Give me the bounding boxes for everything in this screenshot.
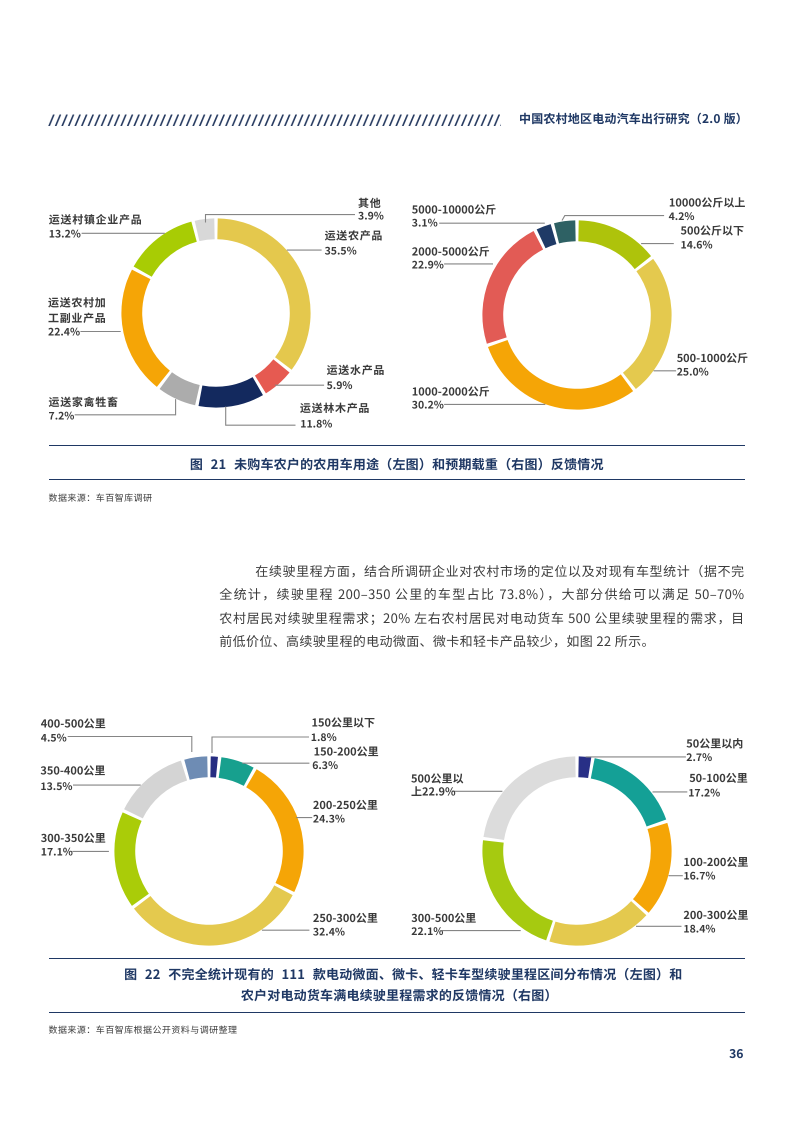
svg-text:13.2%: 13.2% bbox=[49, 227, 81, 242]
svg-text:7.2%: 7.2% bbox=[49, 409, 75, 424]
svg-text:运送水产品: 运送水产品 bbox=[327, 362, 386, 378]
svg-text:18.4%: 18.4% bbox=[683, 922, 715, 937]
svg-text:50公里以内: 50公里以内 bbox=[686, 736, 743, 752]
svg-text:3.9%: 3.9% bbox=[358, 208, 384, 223]
svg-text:150公里以下: 150公里以下 bbox=[312, 714, 375, 730]
svg-text:5000-10000公斤: 5000-10000公斤 bbox=[412, 202, 496, 218]
svg-text:14.6%: 14.6% bbox=[681, 237, 713, 252]
svg-text:运送村镇企业产品: 运送村镇企业产品 bbox=[49, 211, 143, 227]
svg-text:3.1%: 3.1% bbox=[412, 216, 438, 231]
svg-text:100-200公里: 100-200公里 bbox=[683, 854, 748, 870]
svg-text:22.1%: 22.1% bbox=[411, 924, 443, 939]
svg-text:运送农村加: 运送农村加 bbox=[48, 295, 107, 311]
svg-text:5.9%: 5.9% bbox=[327, 378, 353, 393]
svg-text:200-250公里: 200-250公里 bbox=[313, 797, 378, 813]
svg-text:2.7%: 2.7% bbox=[686, 750, 712, 765]
svg-text:10000公斤以上: 10000公斤以上 bbox=[669, 195, 745, 211]
svg-text:运送家禽牲畜: 运送家禽牲畜 bbox=[49, 394, 119, 410]
svg-text:22.4%: 22.4% bbox=[48, 325, 80, 340]
svg-text:350-400公里: 350-400公里 bbox=[40, 763, 105, 779]
svg-text:24.3%: 24.3% bbox=[313, 811, 345, 826]
svg-text:300-500公里: 300-500公里 bbox=[411, 910, 476, 926]
svg-text:13.5%: 13.5% bbox=[40, 779, 72, 794]
svg-text:50-100公里: 50-100公里 bbox=[689, 770, 748, 786]
svg-text:35.5%: 35.5% bbox=[325, 244, 357, 259]
svg-text:其他: 其他 bbox=[358, 195, 381, 211]
svg-text:22.9%: 22.9% bbox=[412, 258, 444, 273]
svg-text:32.4%: 32.4% bbox=[313, 925, 345, 940]
svg-text:25.0%: 25.0% bbox=[677, 365, 709, 380]
svg-text:500公里以: 500公里以 bbox=[411, 770, 463, 786]
svg-text:200-300公里: 200-300公里 bbox=[683, 907, 748, 923]
svg-text:上22.9%: 上22.9% bbox=[411, 784, 456, 800]
svg-text:30.2%: 30.2% bbox=[412, 398, 444, 413]
svg-text:1.8%: 1.8% bbox=[311, 730, 337, 745]
svg-text:工副业产品: 工副业产品 bbox=[48, 310, 107, 326]
svg-text:17.1%: 17.1% bbox=[41, 845, 73, 860]
svg-text:500公斤以下: 500公斤以下 bbox=[681, 223, 744, 239]
svg-text:150-200公里: 150-200公里 bbox=[314, 744, 379, 760]
svg-text:6.3%: 6.3% bbox=[312, 758, 338, 773]
svg-text:4.5%: 4.5% bbox=[41, 731, 67, 746]
svg-text:16.7%: 16.7% bbox=[683, 869, 715, 884]
svg-text:运送林木产品: 运送林木产品 bbox=[300, 400, 370, 416]
svg-text:500-1000公斤: 500-1000公斤 bbox=[677, 350, 749, 366]
svg-text:1000-2000公斤: 1000-2000公斤 bbox=[412, 383, 490, 399]
svg-text:2000-5000公斤: 2000-5000公斤 bbox=[412, 244, 490, 260]
svg-text:17.2%: 17.2% bbox=[688, 786, 720, 801]
svg-text:250-300公里: 250-300公里 bbox=[313, 910, 378, 926]
svg-text:300-350公里: 300-350公里 bbox=[41, 830, 106, 846]
svg-text:4.2%: 4.2% bbox=[669, 209, 695, 224]
svg-text:11.8%: 11.8% bbox=[300, 417, 332, 432]
svg-text:400-500公里: 400-500公里 bbox=[41, 715, 106, 731]
svg-text:运送农产品: 运送农产品 bbox=[325, 228, 384, 244]
